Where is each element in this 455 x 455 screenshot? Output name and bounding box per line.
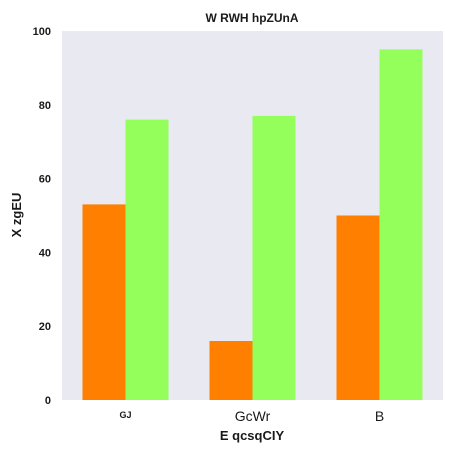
bar-second-series-b [379,49,423,401]
bar-second-series-gj [125,119,169,400]
y-tick-label: 40 [39,247,51,259]
bar-first-series-gcwr [209,341,253,400]
y-tick-label: 100 [33,26,51,38]
y-tick-label: 0 [45,395,51,407]
y-tick-label: 20 [39,321,51,333]
x-axis-ticks: GJ GcWr B [119,408,384,424]
y-tick-label: 60 [39,174,51,186]
x-axis-label: E qcsqCIY [220,428,285,443]
bar-second-series-gcwr [252,115,296,401]
bar-first-series-gj [82,204,126,400]
chart-title: W RWH hpZUnA [205,11,298,25]
y-axis-ticks: 0 20 40 60 80 100 [33,26,51,407]
x-tick-label-b: B [375,408,384,424]
x-tick-label-gcwr: GcWr [235,408,271,424]
y-tick-label: 80 [39,100,51,112]
bar-first-series-b [336,215,380,400]
y-axis-label: X zgEU [9,193,24,238]
x-tick-label-gj: GJ [119,410,131,420]
bars-layer [82,49,423,401]
